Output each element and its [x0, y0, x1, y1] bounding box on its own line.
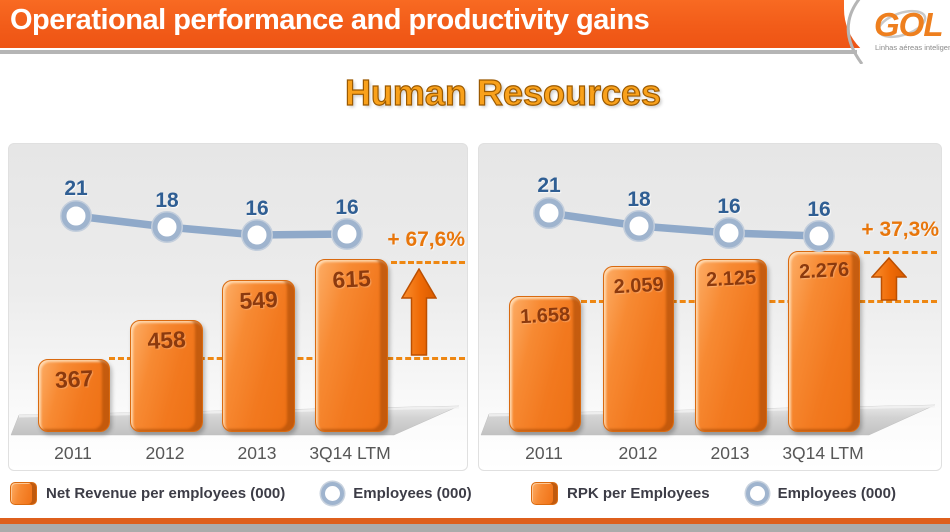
gol-logo-icon: GOL Linhas aéreas inteligentes — [846, 0, 950, 64]
net-revenue-chart-panel: + 67,6% 367 458 549 615 — [8, 143, 468, 471]
line-marker — [151, 211, 183, 243]
line-value-label: 18 — [627, 188, 651, 211]
gol-logo: GOL Linhas aéreas inteligentes — [844, 0, 950, 64]
page-title: Human Resources — [344, 71, 662, 113]
line-marker — [241, 219, 273, 251]
legend-left: Net Revenue per employees (000) Employee… — [10, 482, 472, 505]
logo-swoosh-icon — [846, 0, 864, 64]
line-marker — [713, 217, 745, 249]
bar-2012: 2.059 — [603, 266, 674, 432]
x-axis-label: 2011 — [525, 443, 563, 463]
bar-2013: 2.125 — [695, 259, 767, 432]
legend-right: RPK per Employees Employees (000) — [531, 482, 896, 505]
header-bar: Operational performance and productivity… — [0, 0, 950, 48]
footer-gray-bar — [0, 524, 950, 532]
x-axis-label: 3Q14 LTM — [782, 443, 864, 463]
bar-3q14ltm: 615 — [315, 259, 388, 432]
legend-label: RPK per Employees — [567, 485, 710, 502]
legend-line-marker-icon — [321, 482, 345, 505]
line-marker — [331, 218, 363, 250]
growth-percent-label: + 67,6% — [387, 228, 465, 251]
employees-line-chart — [533, 197, 835, 252]
logo-ring-icon — [877, 9, 927, 39]
bar-3q14ltm: 2.276 — [788, 251, 860, 432]
line-value-label: 18 — [155, 189, 179, 212]
line-marker — [533, 197, 565, 229]
x-axis-label: 2012 — [145, 443, 185, 463]
line-value-label: 16 — [807, 198, 831, 221]
legend-bar-swatch-icon — [531, 482, 558, 505]
logo-brand-text: GOL — [874, 6, 943, 43]
legend-bar-swatch-icon — [10, 482, 37, 505]
x-axis-label: 3Q14 LTM — [309, 443, 391, 463]
line-value-label: 16 — [335, 196, 359, 219]
growth-percent-label: + 37,3% — [861, 218, 939, 241]
employees-line-chart — [60, 200, 363, 251]
bar-2013: 549 — [222, 280, 295, 432]
x-axis-label: 2013 — [237, 443, 277, 463]
line-value-label: 16 — [245, 197, 269, 220]
x-axis-label: 2012 — [618, 443, 658, 463]
growth-arrow-icon — [401, 268, 437, 356]
line-value-label: 16 — [717, 195, 741, 218]
legend-label: Employees (000) — [353, 485, 472, 502]
growth-arrow-icon — [871, 257, 907, 301]
bar-2011: 1.658 — [509, 296, 581, 432]
target-dashline-top — [864, 251, 937, 254]
header-title: Operational performance and productivity… — [10, 4, 650, 36]
legend-label: Net Revenue per employees (000) — [46, 485, 286, 502]
line-marker — [60, 200, 92, 232]
header-underline — [0, 50, 857, 54]
bar-2012: 458 — [130, 320, 203, 432]
bar-2011: 367 — [38, 359, 110, 432]
line-marker — [803, 220, 835, 252]
line-value-label: 21 — [537, 174, 561, 197]
legend-line-marker-icon — [745, 482, 769, 505]
line-value-label: 21 — [64, 177, 88, 200]
line-marker — [623, 210, 655, 242]
target-dashline-top — [391, 261, 465, 264]
footer-accent-bar — [0, 518, 950, 524]
rpk-chart-panel: + 37,3% 1.658 2.059 2.125 2.276 — [478, 143, 942, 471]
x-axis-label: 2011 — [54, 443, 92, 463]
legend-label: Employees (000) — [777, 485, 896, 502]
logo-tagline: Linhas aéreas inteligentes — [875, 43, 950, 52]
x-axis-label: 2013 — [710, 443, 750, 463]
